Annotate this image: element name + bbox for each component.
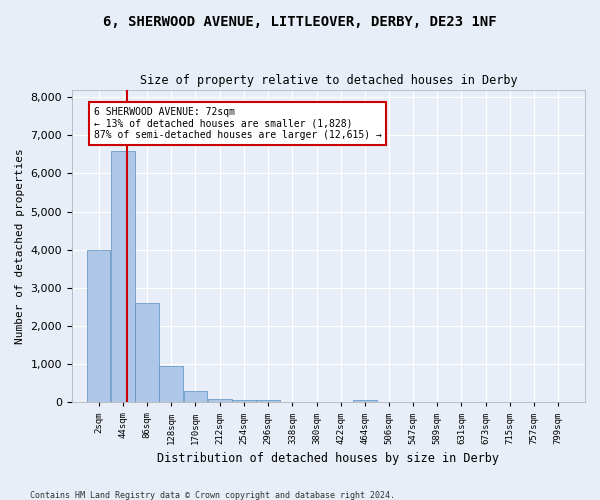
Bar (208, 398, 232, 402)
Y-axis label: Number of detached properties: Number of detached properties (15, 148, 25, 344)
Bar (184, 391, 208, 402)
Bar (111, 150, 134, 402)
X-axis label: Distribution of detached houses by size in Derby: Distribution of detached houses by size … (157, 452, 499, 465)
Bar (160, 366, 183, 403)
Bar (86, 250, 110, 402)
Text: 6, SHERWOOD AVENUE, LITTLEOVER, DERBY, DE23 1NF: 6, SHERWOOD AVENUE, LITTLEOVER, DERBY, D… (103, 15, 497, 29)
Bar (353, 400, 377, 402)
Text: 6 SHERWOOD AVENUE: 72sqm
← 13% of detached houses are smaller (1,828)
87% of sem: 6 SHERWOOD AVENUE: 72sqm ← 13% of detach… (94, 106, 382, 140)
Bar (135, 303, 159, 402)
Text: Contains HM Land Registry data © Crown copyright and database right 2024.: Contains HM Land Registry data © Crown c… (30, 490, 395, 500)
Bar (232, 400, 256, 402)
Bar (256, 400, 280, 402)
Title: Size of property relative to detached houses in Derby: Size of property relative to detached ho… (140, 74, 517, 87)
